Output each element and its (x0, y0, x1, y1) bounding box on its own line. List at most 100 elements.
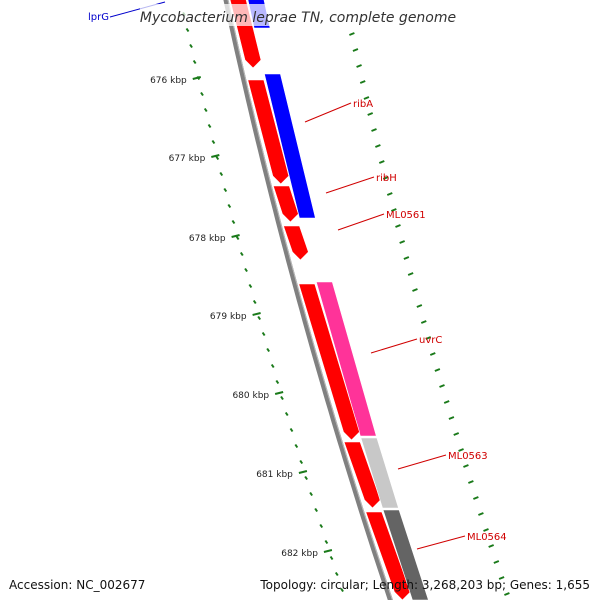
minor-tick (340, 587, 344, 593)
genome-summary-text: Topology: circular; Length: 3,268,203 bp… (260, 578, 590, 592)
minor-tick (223, 187, 228, 193)
label-leader-ML0564 (416, 535, 466, 550)
minor-tick (498, 576, 505, 580)
minor-tick (483, 528, 489, 532)
minor-tick (314, 507, 318, 513)
minor-tick (200, 91, 204, 97)
kbp-tick-label: 677 kbp (169, 154, 206, 164)
minor-tick (399, 240, 406, 244)
minor-tick (352, 48, 359, 52)
gene-ML0564 (382, 509, 429, 600)
gene-label-ML0564: ML0564 (467, 532, 507, 543)
kbp-tick-label: 678 kbp (189, 234, 226, 244)
minor-tick (359, 80, 366, 84)
minor-tick (349, 32, 355, 36)
minor-tick (248, 283, 253, 289)
gene-uvrC (315, 281, 377, 437)
minor-tick (270, 363, 275, 369)
minor-tick (185, 27, 190, 33)
minor-tick (473, 496, 479, 500)
gene-ribA (264, 73, 316, 219)
minor-tick (334, 571, 339, 577)
minor-tick (289, 427, 294, 433)
major-tick (231, 234, 240, 238)
title-backdrop (140, 4, 458, 26)
backbone-line (223, 0, 394, 600)
minor-tick (407, 272, 414, 276)
label-leader-ML0563 (397, 454, 447, 470)
kbp-tick-label: 680 kbp (232, 391, 269, 401)
minor-tick (425, 336, 432, 340)
minor-tick (244, 267, 248, 273)
gene-label-uvrC: uvrC (419, 335, 442, 346)
minor-tick (231, 219, 236, 225)
minor-tick (294, 443, 299, 449)
minor-tick (403, 256, 410, 260)
major-tick (192, 76, 202, 80)
minor-tick (429, 352, 436, 356)
gene-reverse-block-3 (365, 511, 411, 600)
minor-tick (189, 43, 193, 49)
minor-tick (420, 320, 427, 324)
minor-tick (395, 224, 401, 228)
minor-tick (356, 64, 362, 68)
gene-ML0563 (360, 437, 399, 509)
gene-features (229, 0, 429, 600)
major-tick (323, 549, 333, 553)
label-leader-ML0561 (337, 213, 385, 231)
minor-tick (367, 112, 374, 116)
backbone-highlight (227, 0, 393, 600)
label-leader-ribA (304, 102, 352, 123)
map-title: Mycobacterium leprae TN, complete genome (140, 10, 456, 26)
gene-ribH (247, 79, 290, 185)
label-leader-ribH (325, 176, 375, 194)
minor-tick (299, 459, 304, 465)
gene-label-ribA: ribA (353, 99, 373, 110)
minor-tick (192, 59, 197, 65)
label-leader-uvrC (370, 338, 418, 354)
minor-tick (371, 128, 377, 132)
minor-tick (215, 155, 220, 161)
minor-tick (309, 491, 313, 497)
minor-tick (363, 96, 370, 100)
minor-tick (261, 331, 266, 337)
minor-tick (257, 315, 261, 321)
minor-tick (488, 544, 495, 548)
minor-tick (439, 384, 445, 388)
kbp-tick-label: 679 kbp (210, 312, 247, 322)
accession-text: Accession: NC_002677 (9, 578, 146, 592)
gene-ML0561 (283, 225, 309, 261)
minor-tick (478, 512, 484, 516)
gene-ML0561-part (272, 185, 299, 223)
minor-tick (275, 379, 280, 385)
minor-tick (219, 171, 224, 177)
minor-tick (443, 400, 450, 404)
kbp-tick-ring: 676 kbp 677 kbp 678 kbp 679 kbp 680 kbp 681 k… (150, 11, 510, 596)
major-tick (274, 391, 284, 395)
minor-tick (412, 288, 418, 292)
kbp-tick-label: 682 kbp (281, 549, 318, 559)
minor-tick (463, 464, 469, 468)
minor-tick (235, 235, 240, 241)
kbp-tick-label: 681 kbp (256, 470, 293, 480)
gene-label-ML0561: ML0561 (386, 210, 426, 221)
backbone-ring (223, 0, 394, 600)
major-tick (211, 154, 220, 158)
minor-tick (416, 304, 423, 308)
minor-tick (203, 107, 208, 113)
minor-tick (493, 560, 500, 564)
major-tick (252, 312, 261, 316)
minor-tick (329, 555, 334, 561)
minor-tick (375, 144, 381, 148)
minor-tick (266, 347, 270, 353)
minor-tick (458, 448, 464, 452)
kbp-tick-label: 676 kbp (150, 76, 187, 86)
minor-tick (227, 203, 232, 209)
minor-tick (468, 480, 474, 484)
gene-label-ML0563: ML0563 (448, 451, 488, 462)
minor-tick (304, 475, 308, 481)
minor-tick (386, 192, 393, 196)
minor-tick (378, 160, 385, 164)
